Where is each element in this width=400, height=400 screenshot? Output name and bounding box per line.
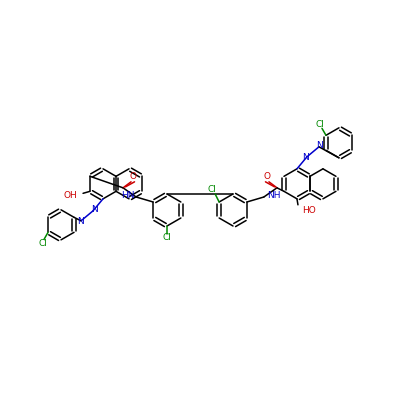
- Text: O: O: [130, 172, 136, 181]
- Text: N: N: [302, 153, 309, 162]
- Text: HN: HN: [121, 192, 134, 200]
- Text: NH: NH: [267, 192, 280, 200]
- Text: Cl: Cl: [208, 184, 216, 194]
- Text: N: N: [77, 217, 84, 226]
- Text: N: N: [91, 205, 98, 214]
- Text: HO: HO: [302, 206, 316, 215]
- Text: OH: OH: [63, 191, 77, 200]
- Text: O: O: [264, 172, 270, 181]
- Text: N: N: [316, 141, 323, 150]
- Text: Cl: Cl: [39, 239, 48, 248]
- Text: Cl: Cl: [316, 120, 324, 129]
- Text: Cl: Cl: [162, 234, 172, 242]
